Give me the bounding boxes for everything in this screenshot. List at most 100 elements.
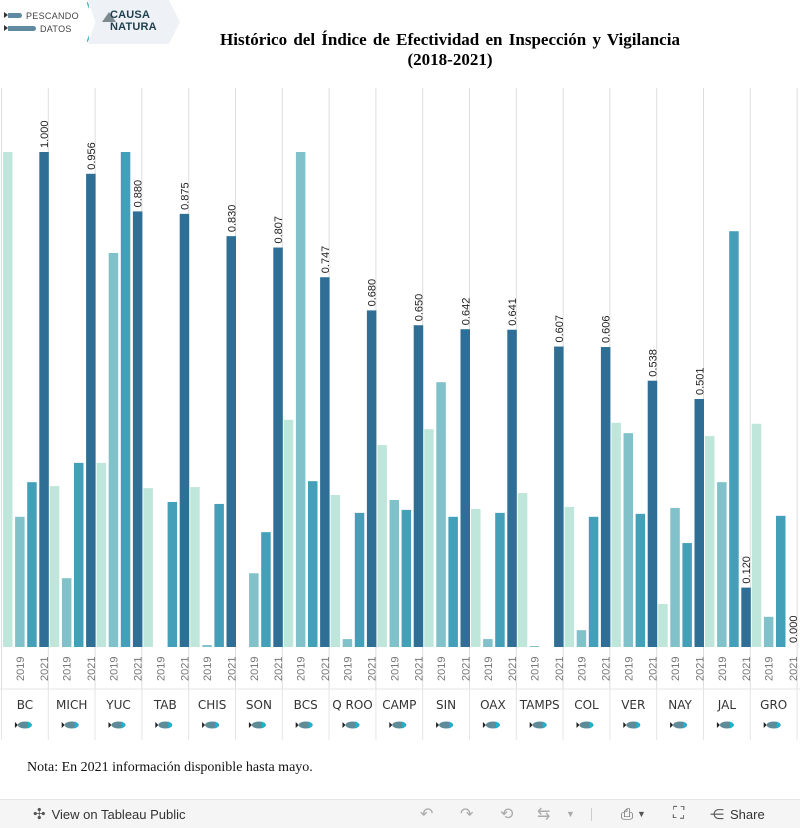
fish-head-icon: [729, 721, 734, 729]
bar-gro-2018[interactable]: [751, 423, 762, 647]
bar-jal-2020[interactable]: [729, 231, 739, 647]
bar-sin-2020[interactable]: [448, 516, 458, 647]
bar-chis-2018[interactable]: [190, 487, 200, 647]
bar-camp-2018[interactable]: [377, 445, 387, 647]
bar-nay-2019[interactable]: [670, 507, 680, 647]
refresh-dropdown-icon[interactable]: ▼: [566, 809, 575, 819]
bar-bc-2021[interactable]: [39, 152, 49, 647]
bar-ver-2018[interactable]: [611, 422, 621, 647]
data-label: 1.000: [39, 120, 51, 148]
bar-tab-2018[interactable]: [143, 488, 153, 647]
fish-tail-icon: [763, 722, 767, 728]
fish-head-icon: [776, 721, 781, 729]
data-label: 0.120: [741, 556, 753, 584]
bar-jal-2021[interactable]: [741, 587, 751, 647]
category-label: Q ROO: [332, 698, 373, 712]
data-label: 0.607: [554, 315, 566, 343]
bar-q-roo-2020[interactable]: [354, 512, 365, 647]
bar-son-2020[interactable]: [261, 532, 271, 647]
fish-head-icon: [683, 721, 687, 729]
year-tick-label: 2019: [155, 657, 167, 681]
bar-tamps-2018[interactable]: [517, 493, 528, 647]
bar-mich-2020[interactable]: [74, 462, 84, 647]
bar-tamps-2021[interactable]: [554, 346, 564, 647]
bar-bc-2019[interactable]: [15, 516, 25, 647]
fish-tail-icon: [529, 722, 533, 728]
bar-tab-2021[interactable]: [179, 213, 190, 647]
bar-camp-2021[interactable]: [413, 325, 424, 647]
redo-icon[interactable]: ↷: [460, 806, 474, 823]
fish-tail-icon: [623, 722, 627, 728]
bar-sin-2019[interactable]: [436, 382, 446, 647]
bar-mich-2021[interactable]: [86, 173, 96, 647]
bar-col-2020[interactable]: [588, 516, 599, 647]
bar-mich-2019[interactable]: [61, 578, 72, 647]
bar-bcs-2019[interactable]: [295, 152, 306, 647]
bar-son-2021[interactable]: [273, 247, 283, 647]
bar-oax-2021[interactable]: [507, 329, 517, 647]
bar-q-roo-2021[interactable]: [366, 310, 377, 647]
bar-sin-2021[interactable]: [460, 329, 471, 647]
bar-yuc-2019[interactable]: [108, 252, 119, 648]
bar-son-2019[interactable]: [249, 573, 259, 647]
bar-nay-2018[interactable]: [658, 603, 668, 647]
category-label: CHIS: [198, 698, 227, 712]
logo-divider: [87, 2, 89, 42]
bar-chis-2019[interactable]: [202, 645, 212, 647]
bar-nay-2020[interactable]: [682, 543, 692, 647]
fish-head-icon: [121, 721, 125, 729]
undo-icon[interactable]: ↶: [420, 806, 434, 823]
revert-icon[interactable]: ⟲: [500, 806, 514, 823]
bar-chis-2021[interactable]: [226, 236, 237, 647]
bar-bcs-2018[interactable]: [283, 419, 294, 647]
bar-gro-2019[interactable]: [763, 616, 774, 647]
bar-yuc-2018[interactable]: [96, 462, 107, 647]
causa-natura-logo[interactable]: CAUSA NATURA: [88, 0, 180, 44]
bar-bc-2018[interactable]: [3, 152, 13, 647]
fish-head-icon: [27, 721, 32, 729]
fullscreen-icon[interactable]: ⛶: [673, 805, 685, 822]
data-label: 0.807: [273, 216, 285, 244]
pescando-datos-logo[interactable]: PESCANDO DATOS: [4, 9, 88, 35]
download-icon[interactable]: ⎙ ▼: [621, 805, 646, 823]
bar-chis-2020[interactable]: [214, 503, 224, 647]
bar-camp-2020[interactable]: [401, 509, 412, 647]
bar-sin-2018[interactable]: [424, 429, 434, 647]
fish-tail-icon: [155, 722, 159, 728]
bar-nay-2021[interactable]: [694, 399, 705, 647]
bar-camp-2019[interactable]: [389, 499, 400, 647]
bar-tamps-2019[interactable]: [529, 646, 540, 647]
bar-oax-2020[interactable]: [495, 512, 505, 647]
bar-q-roo-2018[interactable]: [330, 495, 341, 647]
bar-bcs-2021[interactable]: [320, 277, 330, 647]
fish-head-icon: [495, 721, 500, 729]
refresh-icon[interactable]: ⇆: [537, 806, 551, 823]
data-label: 0.880: [133, 180, 145, 208]
bar-mich-2018[interactable]: [49, 486, 60, 647]
bar-gro-2020[interactable]: [776, 515, 786, 647]
toolbar-separator: [591, 808, 592, 821]
fish-head-icon: [589, 721, 593, 729]
bar-ver-2019[interactable]: [623, 433, 634, 647]
bar-oax-2019[interactable]: [483, 639, 493, 647]
bar-col-2021[interactable]: [600, 347, 611, 647]
bar-col-2019[interactable]: [576, 630, 587, 647]
fish-head-icon: [215, 721, 219, 729]
bar-jal-2019[interactable]: [717, 482, 727, 647]
bar-bcs-2020[interactable]: [308, 481, 318, 647]
bar-col-2018[interactable]: [564, 506, 575, 647]
fish-tail-icon: [14, 722, 18, 728]
bar-q-roo-2019[interactable]: [342, 639, 353, 647]
bar-tab-2020[interactable]: [167, 501, 178, 647]
bar-ver-2021[interactable]: [647, 380, 658, 647]
bar-bc-2020[interactable]: [27, 482, 37, 647]
bar-ver-2020[interactable]: [635, 513, 646, 647]
bar-yuc-2020[interactable]: [120, 152, 131, 647]
fish-tail-icon: [342, 722, 346, 728]
bar-oax-2018[interactable]: [471, 508, 481, 647]
view-on-tableau-link[interactable]: ✣ View on Tableau Public: [33, 806, 186, 823]
bar-jal-2018[interactable]: [705, 436, 715, 647]
year-tick-label: 2019: [670, 657, 682, 681]
share-button[interactable]: ⋲ Share: [710, 805, 765, 822]
bar-yuc-2021[interactable]: [132, 211, 143, 647]
